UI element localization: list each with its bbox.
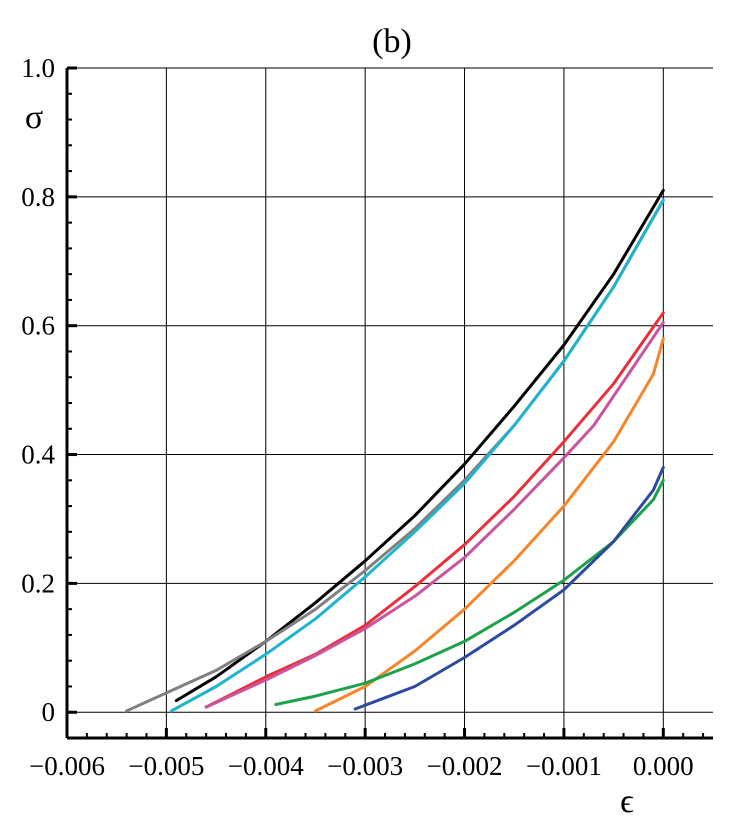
x-tick-label-4: −0.002 xyxy=(427,751,503,781)
series-line-3 xyxy=(169,198,665,713)
x-axis-label: ϵ xyxy=(620,783,634,820)
y-tick-label-0: 0 xyxy=(42,697,56,727)
chart-title: (b) xyxy=(372,23,412,60)
series-line-5 xyxy=(204,321,665,709)
series-line-4 xyxy=(204,311,665,709)
y-tick-label-4: 0.8 xyxy=(21,182,55,212)
x-tick-labels: −0.006 −0.005 −0.004 −0.003 −0.002 −0.001 0.00… xyxy=(29,751,694,781)
series-line-8 xyxy=(353,465,665,711)
y-tick-labels: 0 0.2 0.4 0.6 0.8 1.0 xyxy=(21,53,55,727)
grid xyxy=(67,67,713,738)
x-tick-label-2: −0.004 xyxy=(228,751,304,781)
series-line-1 xyxy=(174,188,665,703)
x-tick-label-1: −0.005 xyxy=(128,751,204,781)
axes xyxy=(65,66,713,740)
x-tick-label-5: −0.001 xyxy=(526,751,602,781)
x-tick-label-3: −0.003 xyxy=(327,751,403,781)
y-tick-label-2: 0.4 xyxy=(21,440,55,470)
y-tick-label-3: 0.6 xyxy=(21,311,55,341)
series-line-2 xyxy=(125,198,665,713)
series-layer xyxy=(125,188,665,713)
x-tick-label-6: 0.000 xyxy=(633,751,694,781)
y-tick-label-1: 0.2 xyxy=(21,568,55,598)
series-line-7 xyxy=(274,478,665,706)
x-tick-label-0: −0.006 xyxy=(29,751,105,781)
y-axis-label: σ xyxy=(25,99,43,136)
y-tick-label-5: 1.0 xyxy=(21,53,55,83)
series-line-6 xyxy=(314,337,665,713)
